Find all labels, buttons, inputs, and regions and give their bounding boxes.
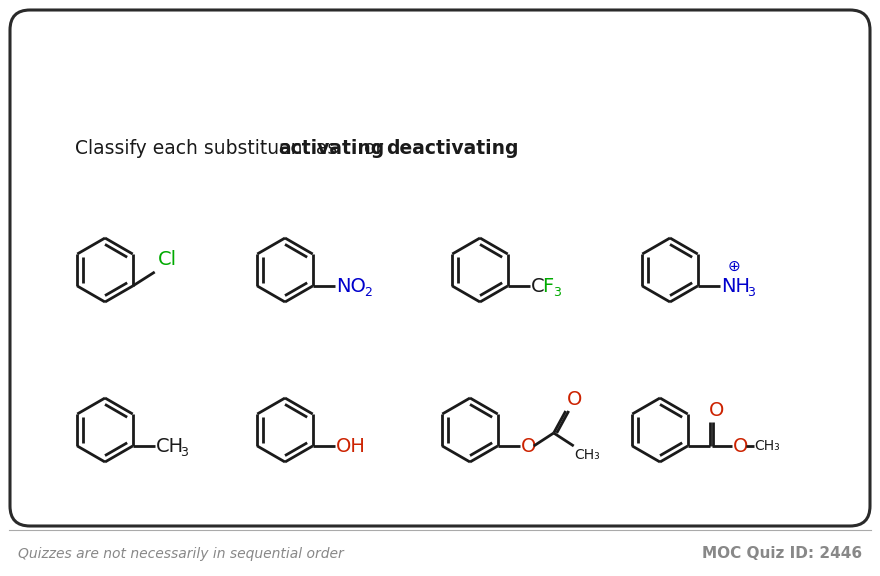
- Text: O: O: [708, 401, 724, 420]
- Text: activating: activating: [278, 138, 385, 157]
- FancyBboxPatch shape: [10, 10, 870, 526]
- Text: or: or: [358, 138, 389, 157]
- Text: CH₃: CH₃: [755, 439, 781, 453]
- Text: O: O: [521, 437, 536, 456]
- Text: MOC Quiz ID: 2446: MOC Quiz ID: 2446: [702, 547, 862, 562]
- Text: CH: CH: [156, 437, 184, 456]
- Text: O: O: [567, 390, 582, 409]
- Text: 3: 3: [553, 286, 561, 298]
- Text: OH: OH: [335, 437, 365, 456]
- Text: deactivating: deactivating: [386, 138, 518, 157]
- Text: 3: 3: [747, 286, 754, 298]
- Text: C: C: [531, 276, 545, 295]
- Text: NO: NO: [335, 276, 365, 295]
- Text: NH: NH: [721, 276, 750, 295]
- Text: 3: 3: [180, 445, 187, 458]
- Text: Classify each substituent as: Classify each substituent as: [75, 138, 343, 157]
- Text: CH₃: CH₃: [575, 448, 600, 462]
- Text: Quizzes are not necessarily in sequential order: Quizzes are not necessarily in sequentia…: [18, 547, 344, 561]
- Text: F: F: [542, 276, 553, 295]
- Text: O: O: [733, 437, 748, 456]
- Text: ⊕: ⊕: [728, 259, 740, 274]
- Text: Cl: Cl: [158, 250, 177, 269]
- Text: 2: 2: [363, 286, 371, 298]
